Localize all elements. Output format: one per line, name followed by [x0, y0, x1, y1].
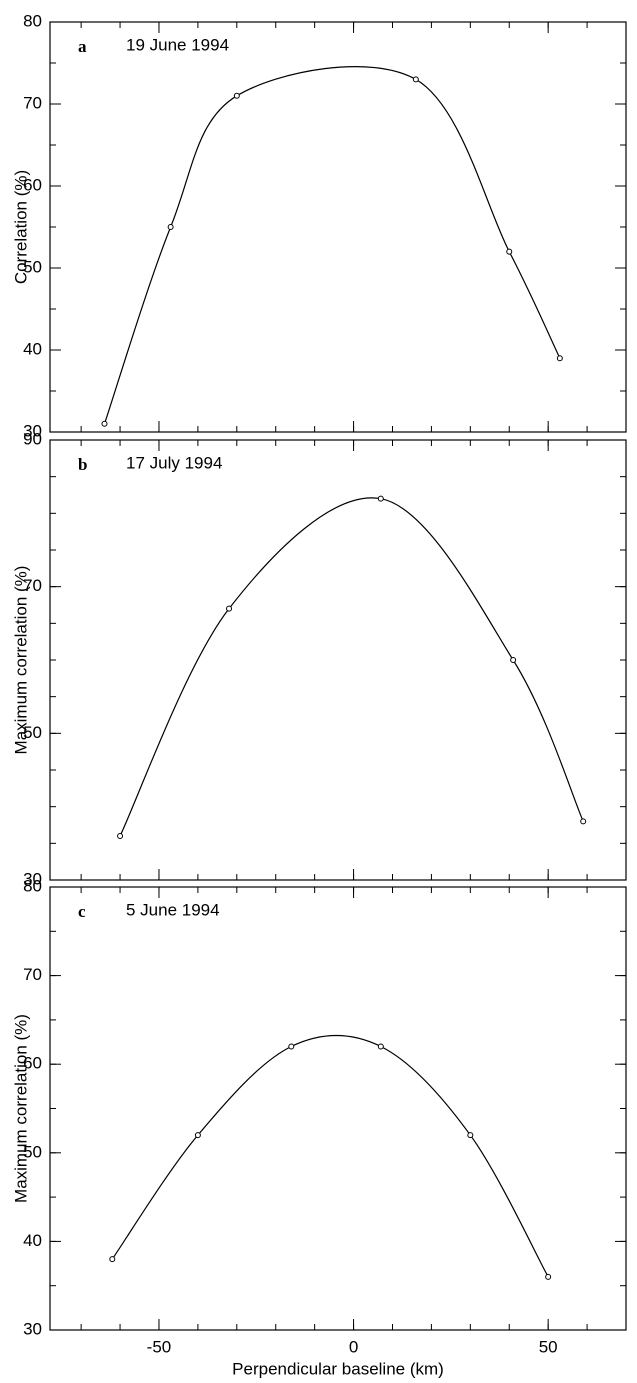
point: [506, 248, 513, 255]
x-axis-label: Perpendicular baseline (km): [232, 1359, 444, 1378]
point: [101, 420, 108, 427]
y-tick-label: 30: [23, 421, 42, 440]
curve: [119, 497, 584, 837]
y-tick-label: 80: [23, 876, 42, 895]
y-axis-label: Maximum correlation (%): [11, 1014, 30, 1203]
annotation: 17 July 1994: [126, 453, 222, 472]
y-tick-label: 70: [23, 576, 42, 595]
point: [109, 1256, 116, 1263]
point: [288, 1043, 295, 1050]
panel-label: a: [78, 37, 87, 56]
y-axis-label: Correlation (%): [11, 170, 30, 284]
y-tick-label: 50: [23, 257, 42, 276]
point: [580, 818, 587, 825]
y-tick-label: 60: [23, 1054, 42, 1073]
point: [556, 355, 563, 362]
curve: [111, 1034, 549, 1278]
point: [545, 1273, 552, 1280]
plot-frame: [49, 886, 627, 1331]
curve: [103, 66, 561, 424]
point: [233, 92, 240, 99]
plot-frame: [49, 439, 627, 881]
y-tick-label: 30: [23, 1319, 42, 1338]
y-axis-label: Maximum correlation (%): [11, 566, 30, 755]
point: [467, 1132, 474, 1139]
annotation: 5 June 1994: [126, 900, 220, 919]
panel-label: b: [78, 455, 87, 474]
panel-label: c: [78, 902, 86, 921]
y-tick-label: 80: [23, 11, 42, 30]
y-tick-label: 90: [23, 429, 42, 448]
y-tick-label: 60: [23, 175, 42, 194]
point: [226, 605, 233, 612]
x-tick-label: 0: [349, 1337, 358, 1356]
point: [510, 657, 517, 663]
point: [194, 1132, 201, 1139]
y-tick-label: 40: [23, 1231, 42, 1250]
annotation: 19 June 1994: [126, 35, 229, 54]
plot-frame: [49, 21, 627, 433]
point: [377, 495, 384, 502]
x-tick-label: -50: [147, 1337, 172, 1356]
y-tick-label: 50: [23, 1142, 42, 1161]
y-tick-label: 30: [23, 869, 42, 888]
point: [117, 833, 124, 839]
point: [167, 224, 174, 230]
x-tick-label: 50: [539, 1337, 558, 1356]
point: [412, 76, 419, 83]
y-tick-label: 70: [23, 965, 42, 984]
y-tick-label: 70: [23, 93, 42, 112]
point: [377, 1043, 384, 1050]
y-tick-label: 50: [23, 723, 42, 742]
y-tick-label: 40: [23, 339, 42, 358]
